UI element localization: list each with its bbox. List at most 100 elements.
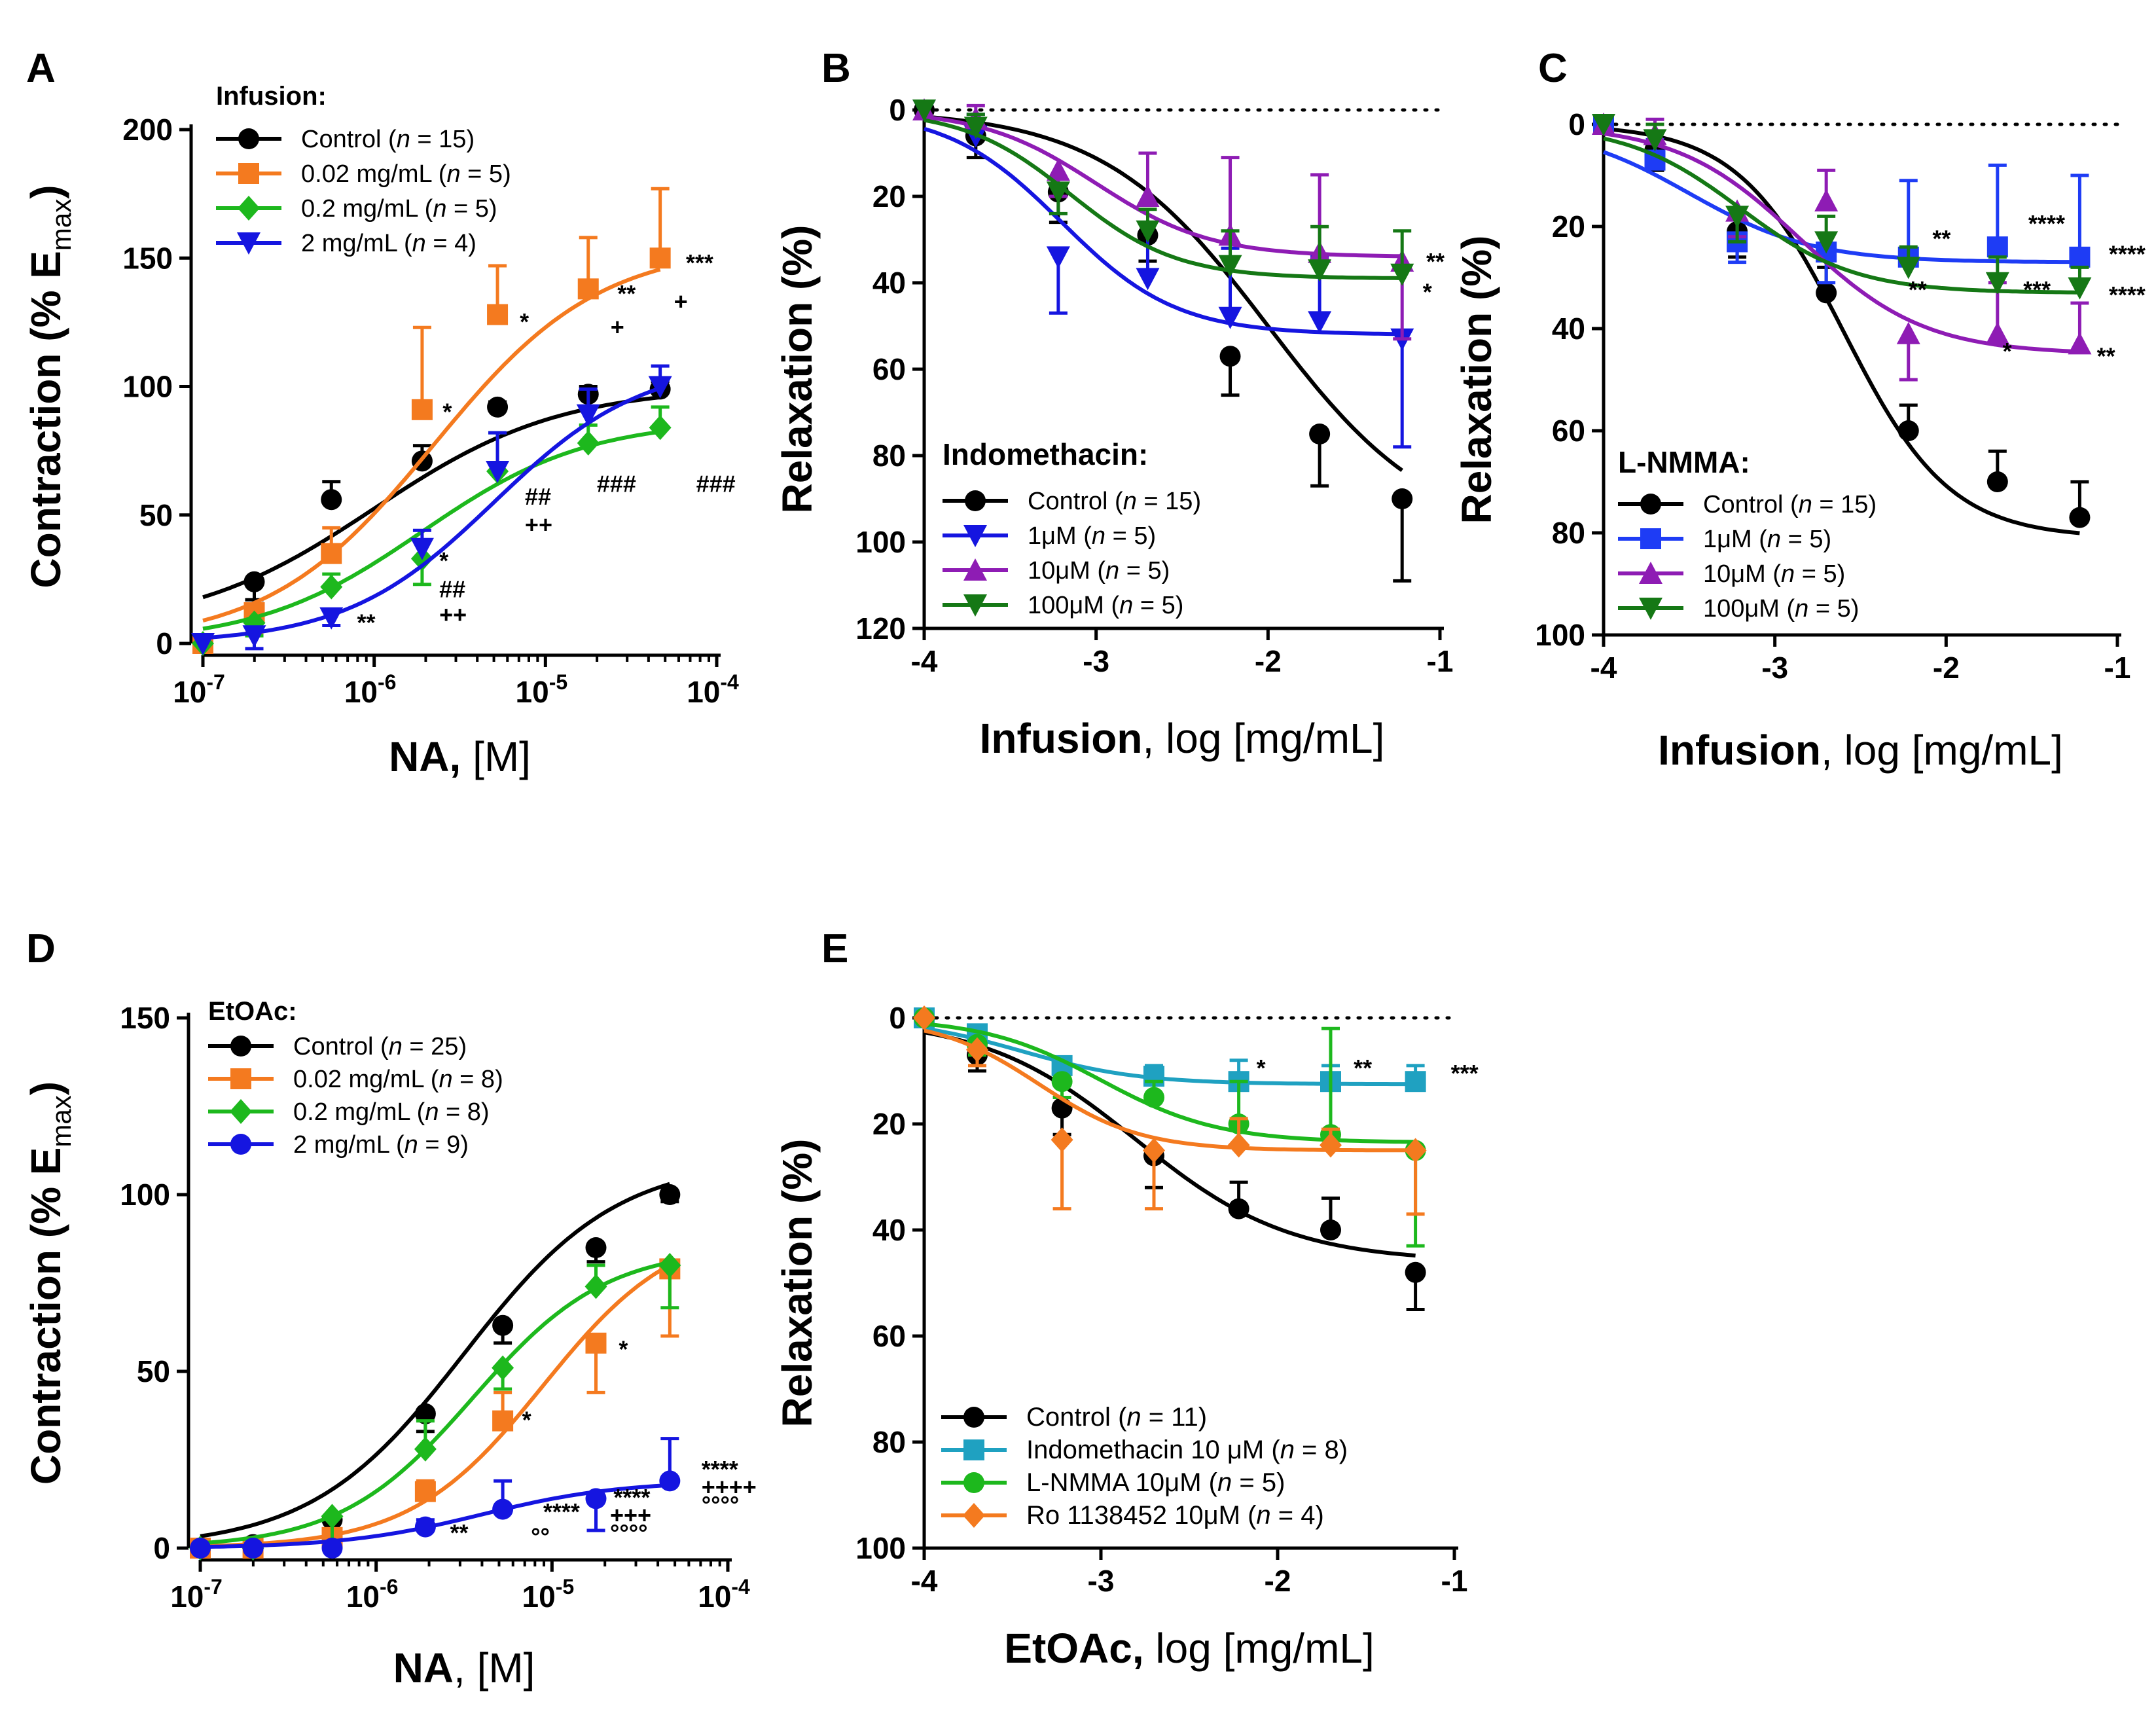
y-tick-label: 40 — [872, 1213, 906, 1247]
legend-paren: ) — [1276, 1468, 1285, 1497]
legend-n-symbol: n — [1795, 595, 1808, 623]
x-tick-label: -2 — [1933, 651, 1960, 685]
legend-entry: 100μM (n = 5) — [1703, 595, 1859, 623]
x-axis-title: NA, [M] — [389, 733, 531, 780]
legend-series-name: 1μM — [1703, 526, 1752, 553]
x-tick-base: 10 — [516, 675, 549, 709]
legend-paren: ) — [1176, 592, 1184, 619]
data-point — [321, 543, 342, 564]
x-tick-base: 10 — [173, 675, 206, 709]
legend-paren: ) — [1162, 557, 1170, 585]
legend-equals: = — [461, 160, 489, 188]
x-tick-base: 10 — [344, 675, 378, 709]
fit-curve — [1603, 132, 2080, 354]
x-tick-exponent: -4 — [720, 670, 739, 694]
data-point — [1643, 129, 1667, 152]
significance-mark: * — [1423, 278, 1432, 305]
data-point — [648, 376, 672, 399]
legend-equals: = — [1133, 592, 1161, 619]
legend-n-value: 11 — [1171, 1403, 1198, 1432]
legend-equals: = — [403, 1033, 431, 1060]
legend-paren: ( — [1104, 592, 1120, 619]
x-axis-title: Infusion, log [mg/mL] — [980, 715, 1385, 762]
y-axis-title: Contraction (% Emax) — [22, 185, 77, 588]
data-point — [913, 1005, 935, 1030]
significance-mark: ## — [525, 483, 551, 510]
legend-entry: 2 mg/mL (n = 9) — [293, 1131, 469, 1159]
data-point — [2068, 277, 2092, 300]
data-point — [1392, 488, 1413, 509]
data-point — [1985, 272, 2009, 295]
y-axis-title-subscript: max — [46, 199, 77, 251]
legend-n-symbol: n — [1256, 1501, 1270, 1530]
legend-entry: 0.2 mg/mL (n = 5) — [301, 195, 497, 223]
x-tick-label: -4 — [911, 1564, 938, 1598]
legend-equals: = — [439, 1098, 467, 1126]
legend-paren: ) — [1824, 526, 1832, 553]
data-point — [414, 1481, 436, 1502]
data-point — [320, 574, 343, 600]
data-point — [1405, 1071, 1426, 1093]
x-tick-label: 10-5 — [516, 670, 568, 709]
x-tick-exponent: -5 — [556, 1575, 574, 1599]
legend-swatch-marker — [230, 1068, 251, 1089]
legend-paren: ) — [495, 1066, 503, 1093]
series-0 — [190, 1182, 681, 1559]
y-axis-title-subscript: max — [46, 1095, 77, 1147]
x-tick-label: -4 — [1590, 651, 1617, 685]
legend-equals: = — [453, 1066, 481, 1093]
legend-equals: = — [1137, 488, 1165, 515]
x-tick-base: 10 — [687, 675, 720, 709]
data-point — [1897, 420, 1919, 441]
data-point — [411, 399, 433, 420]
y-tick-label: 40 — [1552, 312, 1585, 346]
y-tick-label: 20 — [1552, 209, 1585, 244]
legend-n-value: 5 — [489, 160, 503, 188]
y-axis-title-end: ) — [22, 1081, 69, 1095]
y-tick-label: 50 — [137, 1354, 170, 1388]
legend-swatch-marker — [238, 128, 259, 149]
legend-n-symbol: n — [397, 126, 410, 153]
significance-mark: * — [439, 547, 448, 574]
legend-equals: = — [426, 230, 454, 257]
data-point — [1143, 1087, 1164, 1108]
x-axis-title-bold: Infusion — [1658, 727, 1821, 774]
significance-mark: °°°° — [610, 1519, 648, 1546]
legend-equals: = — [1232, 1468, 1262, 1497]
fit-curve — [924, 115, 1403, 259]
significance-mark: ** — [1426, 248, 1445, 275]
legend-n-value: 8 — [1325, 1436, 1339, 1464]
data-point — [585, 1488, 607, 1509]
legend-entry: 10μM (n = 5) — [1703, 560, 1845, 588]
legend-paren: ( — [382, 126, 397, 153]
legend-swatch-marker — [963, 558, 987, 581]
legend-equals: = — [1781, 526, 1809, 553]
fit-curve — [202, 386, 661, 640]
data-point — [243, 571, 265, 592]
x-tick-label: 10-4 — [687, 670, 739, 709]
legend-entry: Indomethacin 10 μM (n = 8) — [1026, 1436, 1348, 1464]
x-tick-label: -3 — [1083, 644, 1109, 678]
y-axis-title-main: Relaxation (%) — [1453, 236, 1500, 524]
significance-mark: ** — [1354, 1055, 1372, 1081]
x-tick-base: 10 — [522, 1580, 556, 1614]
legend-swatch-marker — [1640, 528, 1661, 549]
significance-mark: *** — [1451, 1060, 1479, 1087]
significance-mark: * — [522, 1406, 531, 1433]
legend-entry: Control (n = 15) — [1703, 491, 1877, 518]
y-tick-label: 60 — [872, 1319, 906, 1353]
significance-mark: * — [442, 399, 452, 425]
data-point — [492, 1314, 514, 1336]
legend-entry: 1μM (n = 5) — [1703, 526, 1831, 553]
legend-title: Infusion: — [216, 82, 327, 111]
legend-series-name: Control — [293, 1033, 374, 1060]
data-point — [1219, 346, 1241, 367]
legend-n-value: 4 — [1301, 1501, 1315, 1530]
legend-n-value: 5 — [1148, 557, 1162, 585]
legend-n-symbol: n — [1126, 1403, 1141, 1432]
significance-mark: ++ — [439, 602, 467, 628]
data-point — [414, 1403, 436, 1424]
data-point — [242, 625, 266, 648]
data-point — [1051, 1127, 1073, 1153]
legend-series-name: 10μM — [1028, 557, 1090, 585]
